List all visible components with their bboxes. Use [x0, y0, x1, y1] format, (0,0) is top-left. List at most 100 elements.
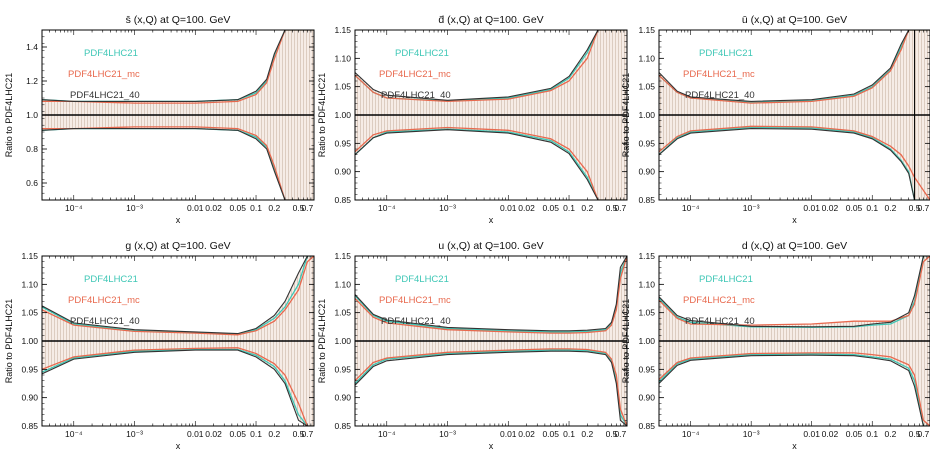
x-tick-label: 0.01	[803, 429, 820, 439]
x-axis-label: x	[792, 441, 797, 451]
x-tick-label: 0.02	[822, 429, 839, 439]
x-tick-label: 0.7	[614, 203, 626, 213]
series-line-3-upper	[355, 256, 627, 332]
panel-title: ū (x,Q) at Q=100. GeV	[742, 14, 847, 26]
y-axis-label: Ratio to PDF4LHC21	[621, 73, 631, 158]
x-tick-label: 0.1	[250, 203, 262, 213]
x-tick-label: 10⁻³	[743, 429, 760, 439]
x-tick-label: 0.7	[301, 203, 313, 213]
y-axis-label: Ratio to PDF4LHC21	[4, 299, 14, 384]
x-tick-label: 0.02	[518, 203, 535, 213]
x-tick-label: 0.2	[885, 203, 897, 213]
plot-area	[42, 30, 314, 200]
y-tick-label: 1.10	[638, 279, 655, 289]
y-axis-label: Ratio to PDF4LHC21	[4, 73, 14, 158]
x-tick-label: 0.1	[866, 203, 878, 213]
y-tick-label: 0.90	[334, 167, 351, 177]
panel-1: 0.6 0.8 1.0 1.2 1.4 10⁻⁴ 10⁻³ 0.01 0.02 0.05 0.1 0.…	[4, 14, 315, 225]
series-line-2-upper	[355, 30, 627, 103]
y-tick-label: 1.10	[334, 53, 351, 63]
series-line-3-upper	[42, 30, 314, 102]
panel-6: 0.85 0.90 0.95 1.00 1.05 1.10 1.15 10⁻⁴ 10⁻³ 0.01…	[621, 240, 930, 451]
x-tick-label: 0.7	[917, 429, 929, 439]
series-line-2-upper	[42, 256, 314, 336]
plot-area	[42, 256, 314, 426]
plot-area	[355, 30, 627, 200]
panel-title: d̄ (x,Q) at Q=100. GeV	[438, 14, 543, 26]
x-tick-label: 0.2	[581, 429, 593, 439]
y-tick-label: 0.95	[638, 364, 655, 374]
x-tick-label: 0.5	[606, 429, 618, 439]
x-tick-label: 0.05	[542, 203, 559, 213]
x-tick-label: 0.2	[268, 429, 280, 439]
panel-4: 0.85 0.90 0.95 1.00 1.05 1.10 1.15 10⁻⁴ 10⁻³ 0.01…	[4, 240, 315, 451]
series-line-2-upper	[355, 256, 627, 334]
series-line-2-upper	[42, 30, 314, 104]
y-tick-label: 0.95	[334, 138, 351, 148]
x-tick-label: 0.2	[268, 203, 280, 213]
y-axis-label: Ratio to PDF4LHC21	[317, 73, 327, 158]
x-tick-label: 0.1	[250, 429, 262, 439]
series-line-2-lower	[355, 348, 627, 426]
y-tick-label: 1.00	[638, 110, 655, 120]
series-line-2-lower	[42, 347, 314, 426]
y-tick-label: 0.8	[26, 144, 38, 154]
x-tick-label: 10⁻⁴	[682, 203, 700, 213]
x-tick-label: 0.02	[822, 203, 839, 213]
series-line-1-lower	[355, 349, 627, 426]
plot-area	[659, 30, 930, 200]
x-tick-label: 10⁻³	[126, 429, 143, 439]
y-tick-label: 0.90	[638, 393, 655, 403]
legend-entry-3: PDF4LHC21_40	[381, 316, 451, 327]
x-axis-label: x	[176, 441, 181, 451]
y-tick-label: 0.95	[334, 364, 351, 374]
legend-entry-2: PDF4LHC21_mc	[379, 295, 451, 306]
legend-entry-3: PDF4LHC21_40	[381, 90, 451, 101]
x-tick-label: 0.7	[917, 203, 929, 213]
y-tick-label: 0.95	[638, 138, 655, 148]
x-tick-label: 0.01	[500, 203, 517, 213]
legend-entry-2: PDF4LHC21_mc	[68, 295, 140, 306]
x-tick-label: 0.05	[846, 429, 863, 439]
x-tick-label: 10⁻⁴	[378, 429, 396, 439]
x-tick-label: 0.02	[518, 429, 535, 439]
series-line-3-upper	[42, 256, 314, 335]
legend-entry-2: PDF4LHC21_mc	[68, 69, 140, 80]
legend-entry-2: PDF4LHC21_mc	[683, 69, 755, 80]
series-line-3-lower	[659, 354, 930, 426]
y-tick-label: 1.0	[26, 110, 38, 120]
x-tick-label: 0.7	[614, 429, 626, 439]
y-tick-label: 0.6	[26, 178, 38, 188]
y-axis-label: Ratio to PDF4LHC21	[317, 299, 327, 384]
y-tick-label: 0.85	[638, 195, 655, 205]
series-line-1-upper	[659, 256, 930, 329]
x-tick-label: 0.01	[803, 203, 820, 213]
y-tick-label: 1.00	[21, 336, 38, 346]
y-tick-label: 1.00	[334, 110, 351, 120]
y-tick-label: 1.10	[334, 279, 351, 289]
y-tick-label: 1.05	[638, 82, 655, 92]
x-tick-label: 0.05	[229, 429, 246, 439]
x-axis-label: x	[489, 215, 494, 225]
series-line-3-upper	[659, 256, 930, 328]
x-axis-label: x	[176, 215, 181, 225]
x-tick-label: 10⁻⁴	[65, 429, 83, 439]
plot-area	[659, 256, 930, 426]
y-tick-label: 1.05	[21, 308, 38, 318]
y-tick-label: 1.05	[334, 82, 351, 92]
y-tick-label: 0.85	[334, 421, 351, 431]
legend-entry-1: PDF4LHC21	[84, 274, 138, 285]
legend-entry-2: PDF4LHC21_mc	[379, 69, 451, 80]
series-line-2-lower	[355, 126, 627, 200]
series-line-2-lower	[659, 125, 930, 200]
y-tick-label: 1.2	[26, 76, 38, 86]
y-tick-label: 0.90	[334, 393, 351, 403]
panel-title: s̄ (x,Q) at Q=100. GeV	[126, 14, 231, 26]
legend-entry-3: PDF4LHC21_40	[70, 316, 140, 327]
y-tick-label: 0.95	[21, 364, 38, 374]
panel-2: 0.85 0.90 0.95 1.00 1.05 1.10 1.15 10⁻⁴ 10⁻³ 0.01…	[317, 14, 628, 225]
x-tick-label: 0.01	[187, 203, 204, 213]
x-tick-label: 0.2	[581, 203, 593, 213]
series-line-1-upper	[42, 256, 314, 335]
y-tick-label: 1.15	[638, 251, 655, 261]
